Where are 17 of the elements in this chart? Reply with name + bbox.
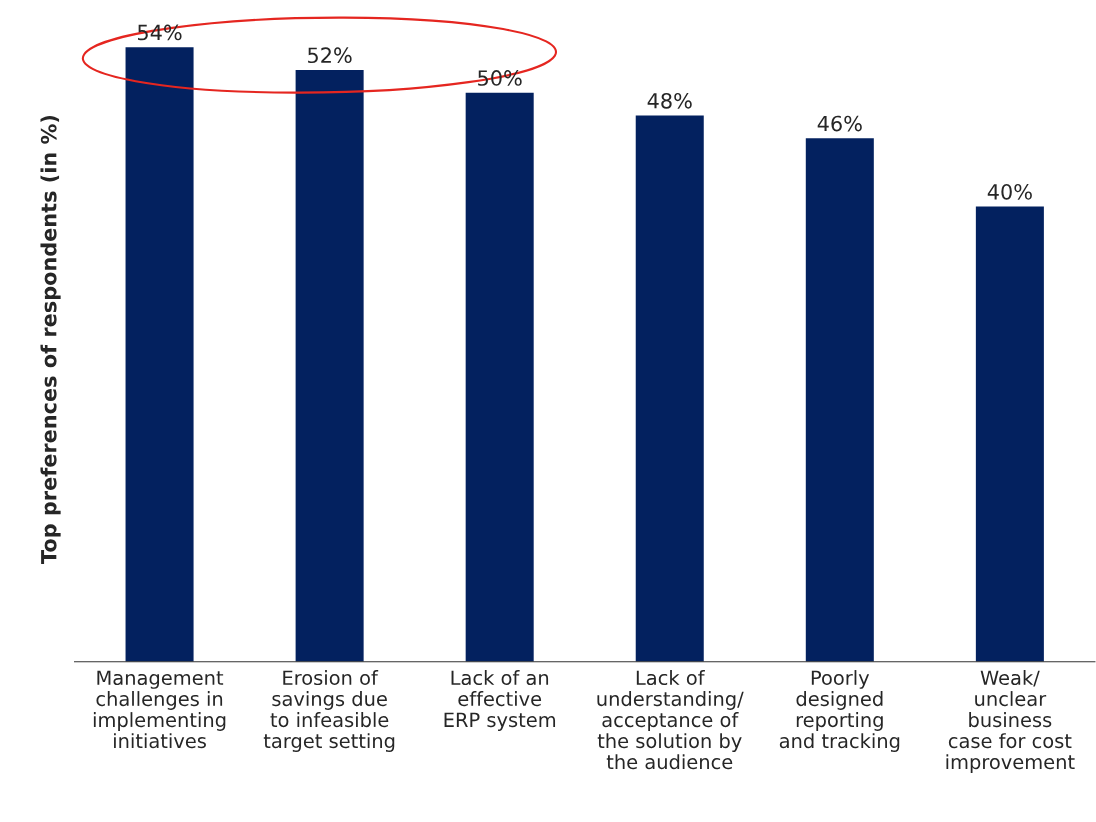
x-tick-label: Erosion of savings due to infeasible target setting [263, 670, 395, 752]
bar [465, 92, 534, 662]
bar [975, 206, 1044, 662]
x-tick-label: Weak/ unclear business case for cost improvement [946, 670, 1075, 773]
x-tick-label: Poorly designed reporting and tracking [779, 670, 900, 752]
data-label: 52% [308, 47, 352, 64]
data-label: 48% [647, 92, 692, 109]
bar [295, 69, 364, 662]
x-tick-label: Lack of understanding/ acceptance of the solution by the audience [597, 670, 744, 770]
data-label: 46% [817, 115, 862, 132]
bar [805, 138, 874, 662]
x-tick-label: Lack of an effective ERP system [444, 670, 556, 731]
data-label: 40% [987, 183, 1032, 200]
bar [635, 115, 704, 662]
y-axis-title: Top preferences of respondents (in %) [40, 115, 61, 564]
x-tick-label: Management challenges in implementing initiatives [93, 670, 226, 749]
bar [125, 47, 194, 662]
